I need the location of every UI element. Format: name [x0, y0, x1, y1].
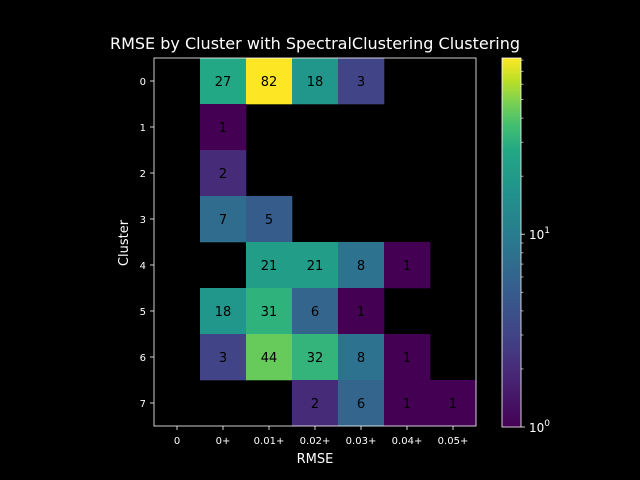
cell-value-label: 1	[403, 259, 411, 274]
cell-value-label: 1	[449, 397, 457, 412]
heatmap-cell	[384, 334, 431, 381]
heatmap-cell	[338, 380, 385, 427]
x-axis-label: RMSE	[297, 452, 334, 467]
cell-value-label: 1	[403, 397, 411, 412]
chart-title: RMSE by Cluster with SpectralClustering …	[110, 34, 520, 53]
heatmap-cell	[292, 288, 339, 335]
cell-value-label: 82	[261, 75, 278, 90]
x-tick-label: 0.01+	[254, 436, 285, 447]
cell-value-label: 1	[219, 121, 227, 136]
heatmap-cell	[338, 58, 385, 105]
x-tick-label: 0.03+	[346, 436, 377, 447]
cell-value-label: 1	[357, 305, 365, 320]
heatmap-cell	[200, 150, 247, 197]
heatmap-cell	[338, 242, 385, 289]
heatmap-cell	[200, 58, 247, 105]
y-tick-label: 3	[140, 215, 146, 226]
heatmap-cell	[292, 58, 339, 105]
x-tick-label: 0.04+	[392, 436, 423, 447]
y-tick-label: 4	[140, 261, 146, 272]
cell-value-label: 27	[215, 75, 232, 90]
y-tick-label: 0	[140, 77, 146, 88]
colorbar-gradient	[501, 57, 522, 428]
cell-value-label: 3	[219, 351, 227, 366]
heatmap-cell	[246, 196, 293, 243]
cell-value-label: 31	[261, 305, 278, 320]
cell-value-label: 21	[307, 259, 324, 274]
heatmap-cell	[246, 334, 293, 381]
heatmap-cell	[384, 242, 431, 289]
heatmap-cell	[384, 380, 431, 427]
cell-value-label: 44	[261, 351, 278, 366]
cell-value-label: 18	[215, 305, 232, 320]
heatmap-cell	[246, 242, 293, 289]
x-tick-label: 0.02+	[300, 436, 331, 447]
heatmap-cell	[338, 288, 385, 335]
y-axis-label: Cluster	[117, 219, 132, 266]
cell-value-label: 5	[265, 213, 273, 228]
cell-value-label: 7	[219, 213, 227, 228]
heatmap-cell	[292, 242, 339, 289]
cell-value-label: 32	[307, 351, 324, 366]
cell-value-label: 3	[357, 75, 365, 90]
heatmap-cell	[246, 58, 293, 105]
heatmap-cell	[430, 380, 477, 427]
x-tick-label: 0	[174, 436, 180, 447]
colorbar-ticks: 100 101	[521, 59, 550, 435]
colorbar: 100 101	[501, 57, 550, 435]
cell-value-label: 2	[219, 167, 227, 182]
cell-value-label: 6	[357, 397, 365, 412]
heatmap-cell	[292, 380, 339, 427]
heatmap-cell	[338, 334, 385, 381]
heatmap-cell	[292, 334, 339, 381]
heatmap-cell	[246, 288, 293, 335]
cell-value-label: 18	[307, 75, 324, 90]
colorbar-tick-label: 101	[529, 226, 550, 242]
y-axis-ticks: 0 1 2 3 4 5 6 7	[140, 77, 154, 410]
cell-value-label: 8	[357, 351, 365, 366]
cell-value-label: 21	[261, 259, 278, 274]
heatmap-cell	[200, 288, 247, 335]
x-tick-label: 0.05+	[438, 436, 469, 447]
cell-value-label: 6	[311, 305, 319, 320]
heatmap-cell	[200, 196, 247, 243]
cell-value-label: 8	[357, 259, 365, 274]
y-tick-label: 5	[140, 307, 146, 318]
cell-value-label: 2	[311, 397, 319, 412]
colorbar-tick-label: 100	[529, 419, 550, 435]
y-tick-label: 1	[140, 123, 146, 134]
y-tick-label: 6	[140, 353, 146, 364]
y-tick-label: 2	[140, 169, 146, 180]
x-tick-label: 0+	[216, 436, 231, 447]
cell-value-label: 1	[403, 351, 411, 366]
y-tick-label: 7	[140, 399, 146, 410]
heatmap-cell	[200, 104, 247, 151]
heatmap-cell	[200, 334, 247, 381]
x-axis-ticks: 0 0+ 0.01+ 0.02+ 0.03+ 0.04+ 0.05+	[174, 426, 469, 447]
